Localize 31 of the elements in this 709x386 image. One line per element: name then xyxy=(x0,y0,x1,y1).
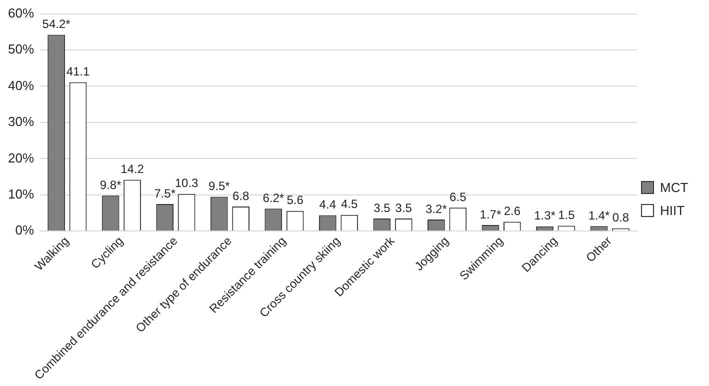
y-tick-label: 50% xyxy=(8,42,34,57)
data-label: 1.4* xyxy=(588,208,610,222)
data-label: 2.6 xyxy=(504,204,521,218)
data-label: 14.2 xyxy=(120,162,144,176)
legend-label: MCT xyxy=(660,180,688,195)
y-tick-label: 30% xyxy=(8,114,34,130)
data-label: 0.8 xyxy=(612,210,630,225)
data-label: 6.5 xyxy=(450,190,467,204)
data-label: 3.2* xyxy=(426,202,448,216)
data-label: 1.5 xyxy=(558,208,576,222)
data-label: 54.2* xyxy=(42,17,71,32)
data-label: 4.5 xyxy=(341,197,358,212)
data-label: 10.3 xyxy=(174,176,199,190)
y-tick-label: 60% xyxy=(8,5,34,20)
data-label: 1.7* xyxy=(480,207,502,222)
y-tick-label: 40% xyxy=(8,78,34,93)
data-label: 9.5* xyxy=(208,179,230,194)
y-tick-label: 10% xyxy=(8,186,34,202)
data-label: 3.5 xyxy=(395,200,412,215)
y-tick-label: 0% xyxy=(15,222,34,238)
data-label: 9.8* xyxy=(100,178,122,192)
data-label: 7.5* xyxy=(154,186,176,200)
data-label: 6.2* xyxy=(262,190,284,205)
data-label: 5.6 xyxy=(286,193,304,208)
data-label: 41.1 xyxy=(66,64,90,79)
y-tick-label: 20% xyxy=(8,150,34,166)
text: HIIT xyxy=(660,203,685,218)
data-label: 1.3* xyxy=(534,208,556,223)
data-label: 6.8 xyxy=(232,188,250,203)
data-label: 3.5 xyxy=(374,200,391,215)
data-label: 4.4 xyxy=(319,198,336,212)
